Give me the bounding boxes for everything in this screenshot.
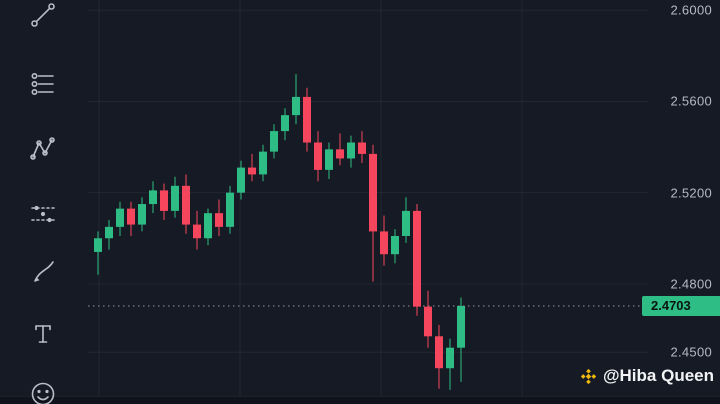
tool-xabcd-pattern[interactable] (23, 129, 63, 169)
tool-brush[interactable] (23, 252, 63, 292)
price-axis-label: 2.6000 (670, 2, 712, 18)
tool-forecast[interactable] (23, 194, 63, 234)
price-axis-label: 2.4800 (670, 276, 712, 292)
tool-text[interactable] (23, 314, 63, 354)
emoji-icon (31, 382, 55, 404)
price-axis[interactable]: 2.6000 2.5600 2.5200 2.4800 2.4500 (638, 0, 720, 404)
watermark-text: @Hiba Queen (602, 366, 714, 385)
text-tool-icon (35, 325, 51, 343)
price-axis-label: 2.4500 (670, 344, 712, 360)
tool-trend-line[interactable] (23, 0, 63, 35)
drawing-toolbar (0, 0, 86, 404)
watermark: @Hiba Queen (580, 366, 714, 386)
price-axis-label: 2.5200 (670, 185, 712, 201)
binance-logo-icon (580, 368, 597, 384)
last-price-value: 2.4703 (651, 297, 691, 313)
tool-emoji[interactable] (23, 374, 63, 404)
xabcd-pattern-icon (30, 137, 55, 160)
horizontal-lines-icon (31, 73, 54, 95)
brush-icon (34, 261, 54, 282)
last-price-badge: 2.4703 (642, 295, 720, 316)
time-axis[interactable] (0, 396, 720, 404)
tool-horizontal-lines[interactable] (23, 64, 63, 104)
price-axis-label: 2.5600 (670, 93, 712, 109)
forecast-points-icon (31, 205, 55, 223)
trend-line-icon (31, 3, 55, 27)
